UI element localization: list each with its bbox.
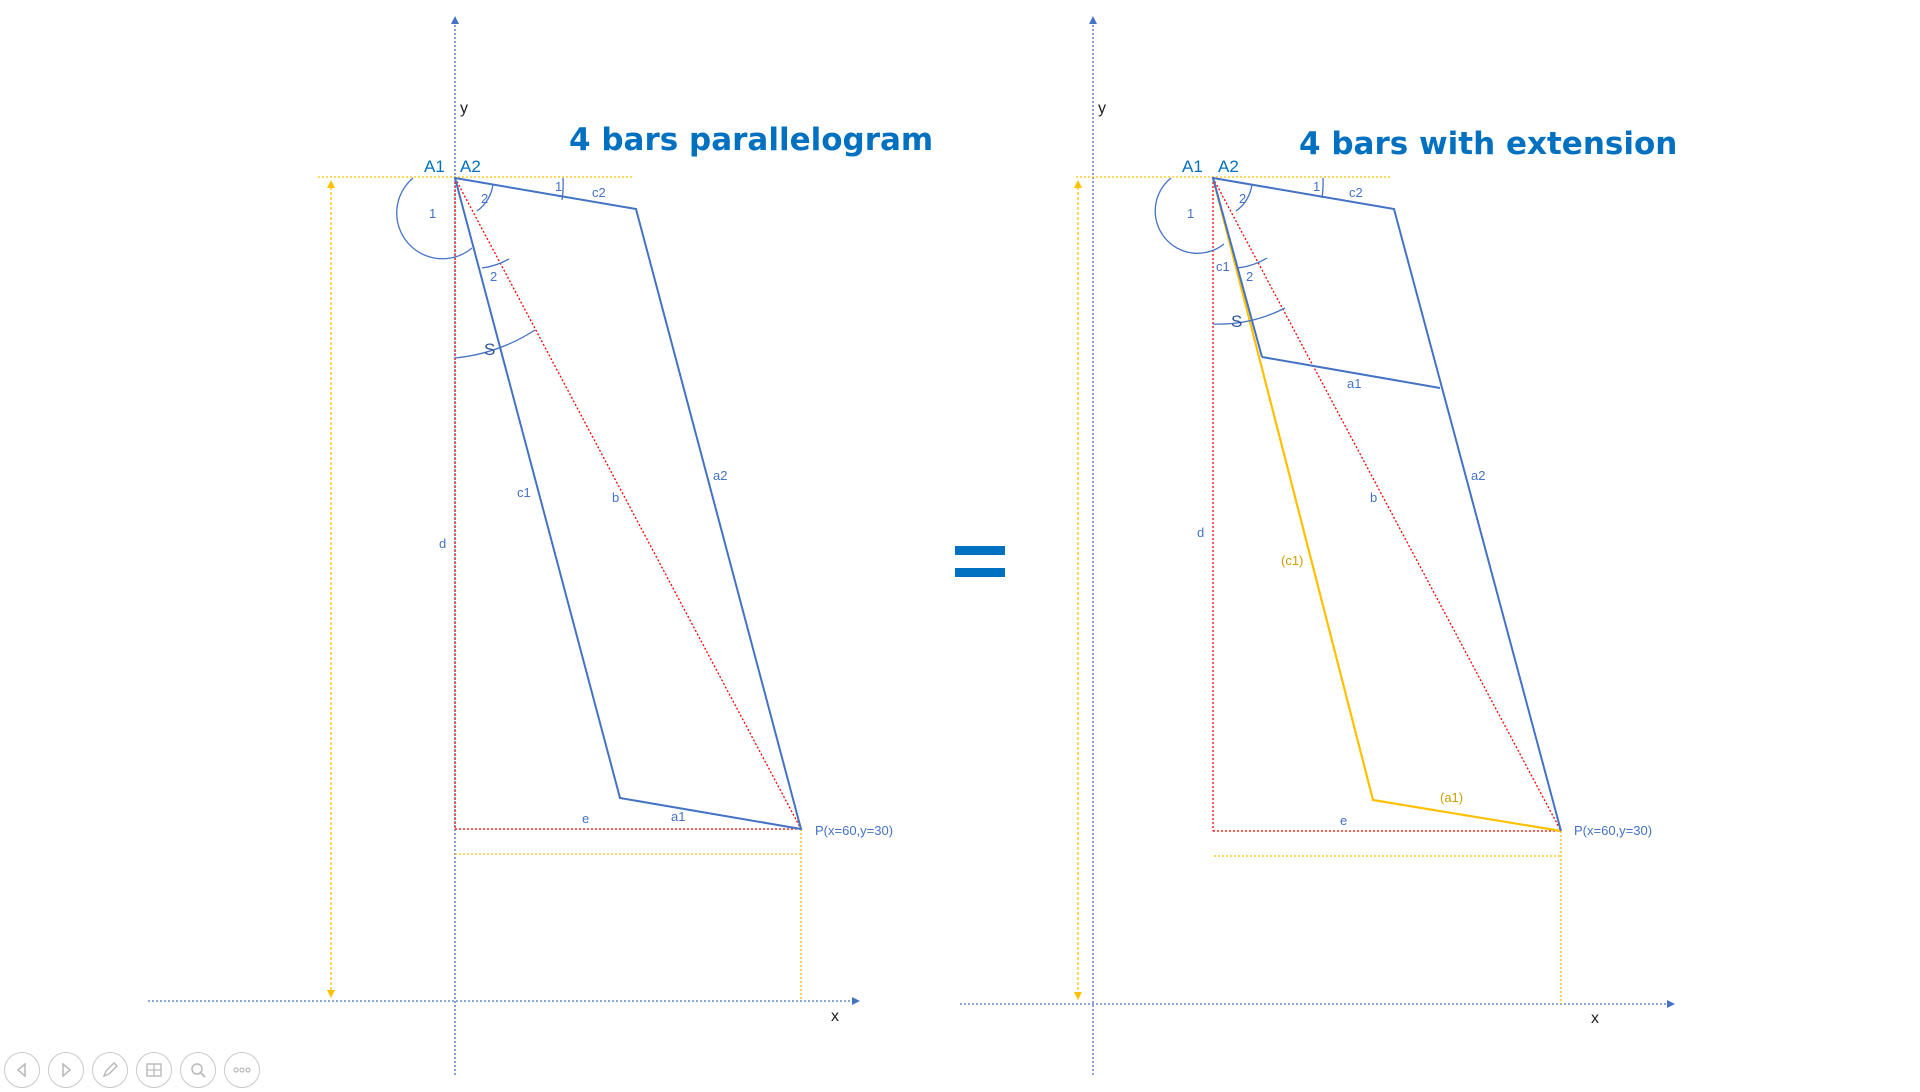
left-label-angle2-mid: 2 [490, 269, 497, 284]
right-label-c2: c2 [1349, 185, 1363, 200]
left-diagram: y x A1 A2 1 2 1 c2 2 S c1 b a2 d e a1 P(… [148, 16, 933, 1075]
left-angle-2-top-arc [476, 183, 494, 212]
right-label-ext-a1: (a1) [1440, 790, 1463, 805]
left-b-line [454, 177, 802, 830]
right-label-point-p: P(x=60,y=30) [1574, 823, 1652, 838]
left-title: 4 bars parallelogram [569, 122, 933, 158]
right-label-e: e [1340, 813, 1347, 828]
left-label-point-p: P(x=60,y=30) [815, 823, 893, 838]
left-y-axis-label: y [460, 100, 468, 117]
left-angle-2-mid-arc [481, 258, 510, 269]
right-label-a2: A2 [1218, 157, 1239, 176]
right-angle-1-top-arc [1321, 177, 1324, 199]
left-label-e: e [582, 811, 589, 826]
left-angle-s-arc [454, 329, 536, 359]
right-angle-2-top-arc [1235, 183, 1253, 212]
right-diagram: y x A1 A2 1 2 1 c2 c1 2 S a1 a2 b [960, 16, 1677, 1075]
left-label-a2: A2 [460, 157, 481, 176]
right-label-ext-c1: (c1) [1281, 553, 1303, 568]
left-label-a1: A1 [424, 157, 445, 176]
right-title: 4 bars with extension [1299, 126, 1677, 162]
right-label-a1: A1 [1182, 157, 1203, 176]
right-label-angle1-top: 1 [1313, 179, 1320, 194]
left-label-a1-bar: a1 [671, 809, 685, 824]
right-angle-2-mid-arc [1236, 257, 1268, 269]
pen-icon[interactable] [92, 1052, 128, 1088]
right-label-s: S [1231, 312, 1242, 331]
slideshow-toolbar [4, 1052, 260, 1092]
zoom-icon[interactable] [180, 1052, 216, 1088]
right-a1-bar [1261, 356, 1441, 389]
left-label-angle1-top: 1 [555, 179, 562, 194]
right-extension-bars [1211, 177, 1562, 833]
right-label-a1-bar: a1 [1347, 376, 1361, 391]
left-angle-1-arc [396, 177, 473, 260]
left-label-c2: c2 [592, 185, 606, 200]
left-x-axis-label: x [831, 1008, 839, 1025]
next-icon[interactable] [48, 1052, 84, 1088]
left-label-a2-bar: a2 [713, 468, 727, 483]
right-angle-s-arc [1212, 307, 1286, 325]
equals-sign [955, 546, 1005, 577]
right-y-axis-label: y [1098, 100, 1106, 117]
right-label-angle2-mid: 2 [1246, 269, 1253, 284]
left-label-angle2-top: 2 [481, 191, 488, 206]
left-parallelogram [453, 176, 803, 831]
slides-icon[interactable] [136, 1052, 172, 1088]
right-angle-1-arc [1154, 177, 1225, 254]
right-label-c1: c1 [1216, 259, 1230, 274]
more-icon[interactable] [224, 1052, 260, 1088]
right-x-axis-label: x [1591, 1010, 1599, 1027]
left-label-b: b [612, 490, 619, 505]
left-label-angle1-left: 1 [429, 206, 436, 221]
left-label-c1: c1 [517, 485, 531, 500]
left-label-s: S [484, 340, 495, 359]
previous-icon[interactable] [4, 1052, 40, 1088]
right-label-angle1-left: 1 [1187, 206, 1194, 221]
right-b-line [1212, 177, 1562, 832]
left-angle-1-top-arc [561, 177, 564, 201]
right-label-d: d [1197, 525, 1204, 540]
left-label-d: d [439, 536, 446, 551]
right-label-b: b [1370, 490, 1377, 505]
right-label-angle2-top: 2 [1239, 191, 1246, 206]
right-label-a2-bar: a2 [1471, 468, 1485, 483]
